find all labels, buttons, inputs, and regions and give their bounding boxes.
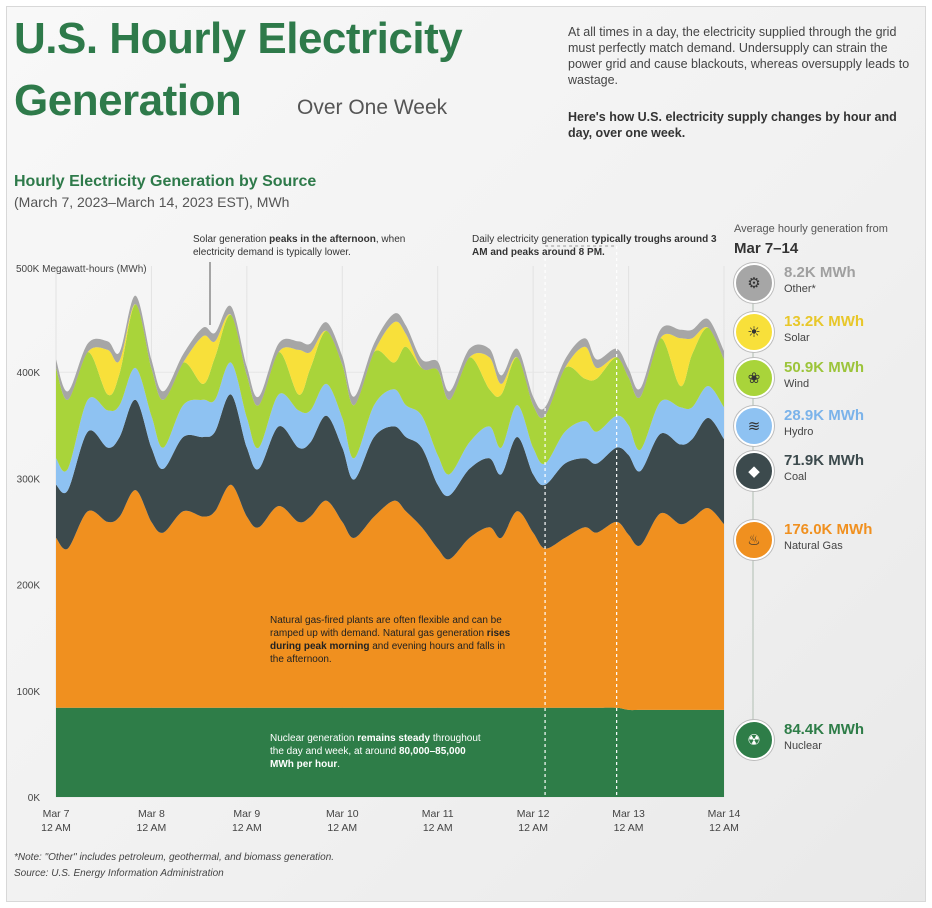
nuclear-annotation: Nuclear generation remains steady throug… [270, 733, 481, 770]
chart-areas [56, 295, 724, 797]
page-title: U.S. Hourly Electricity [14, 14, 463, 63]
page-title-line2: Generation [14, 76, 242, 125]
nuclear-plant-icon: ☢ [747, 731, 761, 749]
x-tick-label: Mar 11 [422, 808, 454, 820]
x-tick-label: Mar 10 [326, 808, 359, 820]
legend-swatch-nuclear: ☢ [734, 720, 774, 760]
legend-swatch-wind: ❀ [734, 358, 774, 398]
y-tick-label: 100K [17, 687, 41, 698]
area-coal [56, 394, 724, 560]
legend-label: Hydro [784, 426, 814, 438]
x-tick-label-time: 12 AM [327, 822, 357, 834]
legend-range: Mar 7–14 [734, 240, 799, 257]
legend-value: 8.2K MWh [784, 264, 856, 281]
wind-turbine-icon: ❀ [747, 369, 761, 387]
chart-title: Hourly Electricity Generation by Source [14, 173, 317, 190]
chart-axes: 500K Megawatt-hours (MWh) 0K 100K 200K 300K 4… [16, 264, 740, 834]
intro-bold-text: Here's how U.S. electricity supply chang… [568, 110, 897, 140]
y-tick-label: 400K [17, 368, 41, 379]
chart-markers [209, 245, 618, 797]
area-hydro [56, 362, 724, 497]
x-tick-label: Mar 14 [708, 808, 741, 820]
area-gas [56, 484, 724, 711]
coal-icon: ◆ [748, 462, 760, 480]
water-icon: ≋ [747, 417, 761, 435]
legend-value: 50.9K MWh [784, 359, 865, 376]
legend-item-wind: ❀ 50.9K MWh Wind [734, 358, 919, 398]
x-tick-label-time: 12 AM [614, 822, 644, 834]
chart-subtitle: (March 7, 2023–March 14, 2023 EST), MWh [14, 194, 290, 210]
x-tick-label: Mar 9 [233, 808, 260, 820]
legend-label: Coal [784, 471, 807, 483]
legend-value: 13.2K MWh [784, 313, 865, 330]
source-note: Source: U.S. Energy Information Administ… [14, 868, 224, 879]
x-tick-label-time: 12 AM [232, 822, 262, 834]
x-tick-label-time: 12 AM [518, 822, 548, 834]
x-tick-label: Mar 12 [517, 808, 550, 820]
legend-swatch-coal: ◆ [734, 451, 774, 491]
y-tick-label: 0K [28, 793, 41, 804]
x-tick-label: Mar 13 [612, 808, 645, 820]
legend-item-other: ⚙ 8.2K MWh Other* [734, 263, 919, 303]
legend-item-nuclear: ☢ 84.4K MWh Nuclear [734, 720, 919, 760]
legend-label: Natural Gas [784, 540, 843, 552]
page-subtitle: Over One Week [297, 96, 448, 119]
area-wind [56, 304, 724, 475]
legend-connector [752, 281, 754, 741]
gear-icon: ⚙ [747, 274, 761, 292]
legend-item-solar: ☀ 13.2K MWh Solar [734, 312, 919, 352]
legend-value: 176.0K MWh [784, 521, 873, 538]
x-tick-label-time: 12 AM [423, 822, 453, 834]
daily-annotation: Daily electricity generation typically t… [472, 234, 717, 258]
x-tick-label-time: 12 AM [137, 822, 167, 834]
x-tick-label-time: 12 AM [41, 822, 71, 834]
area-nuclear [56, 707, 724, 797]
solar-panel-icon: ☀ [747, 323, 761, 341]
legend-item-gas: ♨ 176.0K MWh Natural Gas [734, 520, 919, 560]
legend-value: 71.9K MWh [784, 452, 865, 469]
solar-annotation: Solar generation peaks in the afternoon,… [193, 234, 406, 258]
legend-item-hydro: ≋ 28.9K MWh Hydro [734, 406, 919, 446]
area-other [56, 295, 724, 419]
legend-heading: Average hourly generation from [734, 223, 888, 235]
legend-label: Wind [784, 378, 810, 390]
flame-icon: ♨ [747, 531, 761, 549]
legend-item-coal: ◆ 71.9K MWh Coal [734, 451, 919, 491]
legend-label: Other* [784, 283, 816, 295]
x-tick-label-time: 12 AM [709, 822, 739, 834]
legend-label: Solar [784, 332, 810, 344]
x-tick-label: Mar 7 [43, 808, 70, 820]
legend-value: 84.4K MWh [784, 721, 865, 738]
y-tick-label: 300K [17, 474, 41, 485]
legend-swatch-hydro: ≋ [734, 406, 774, 446]
gas-annotation: Natural gas-fired plants are often flexi… [270, 615, 511, 665]
y-tick-label: 200K [17, 581, 41, 592]
intro-text: At all times in a day, the electricity s… [568, 25, 910, 87]
x-tick-label: Mar 8 [138, 808, 165, 820]
legend-swatch-gas: ♨ [734, 520, 774, 560]
legend-value: 28.9K MWh [784, 407, 865, 424]
y-axis-label: 500K Megawatt-hours (MWh) [16, 264, 147, 275]
area-solar [56, 304, 724, 419]
legend-swatch-other: ⚙ [734, 263, 774, 303]
footnote: *Note: "Other" includes petroleum, geoth… [14, 852, 335, 863]
legend-swatch-solar: ☀ [734, 312, 774, 352]
legend-label: Nuclear [784, 740, 822, 752]
